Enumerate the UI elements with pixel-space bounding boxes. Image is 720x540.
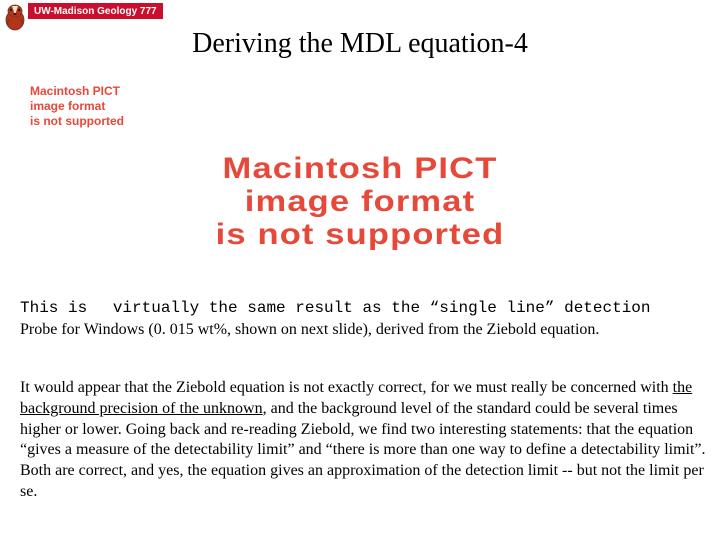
para1-text: Probe for Windows (0. 015 wt%, shown on … [20,321,599,338]
pict-large-line2: image format [0,185,720,218]
course-header-label: UW-Madison Geology 777 [34,6,157,17]
pict-large-line1: Macintosh PICT [0,152,720,185]
pict-large-line3: is not supported [0,218,720,251]
slide-title: Deriving the MDL equation-4 [0,28,720,60]
pict-small-line2: image format [30,99,124,114]
pict-small-line3: is not supported [30,114,124,129]
body-paragraph-2: It would appear that the Ziebold equatio… [20,378,720,503]
pict-unsupported-large: Macintosh PICT image format is not suppo… [0,152,720,251]
pict-small-line1: Macintosh PICT [30,84,124,99]
para2-pre: It would appear that the Ziebold equatio… [20,379,673,396]
body-mono-line: This is virtually the same result as the… [20,298,720,319]
course-header-bar: UW-Madison Geology 777 [28,3,163,19]
body-paragraph-1: Probe for Windows (0. 015 wt%, shown on … [20,320,720,341]
pict-unsupported-small: Macintosh PICT image format is not suppo… [30,84,124,129]
